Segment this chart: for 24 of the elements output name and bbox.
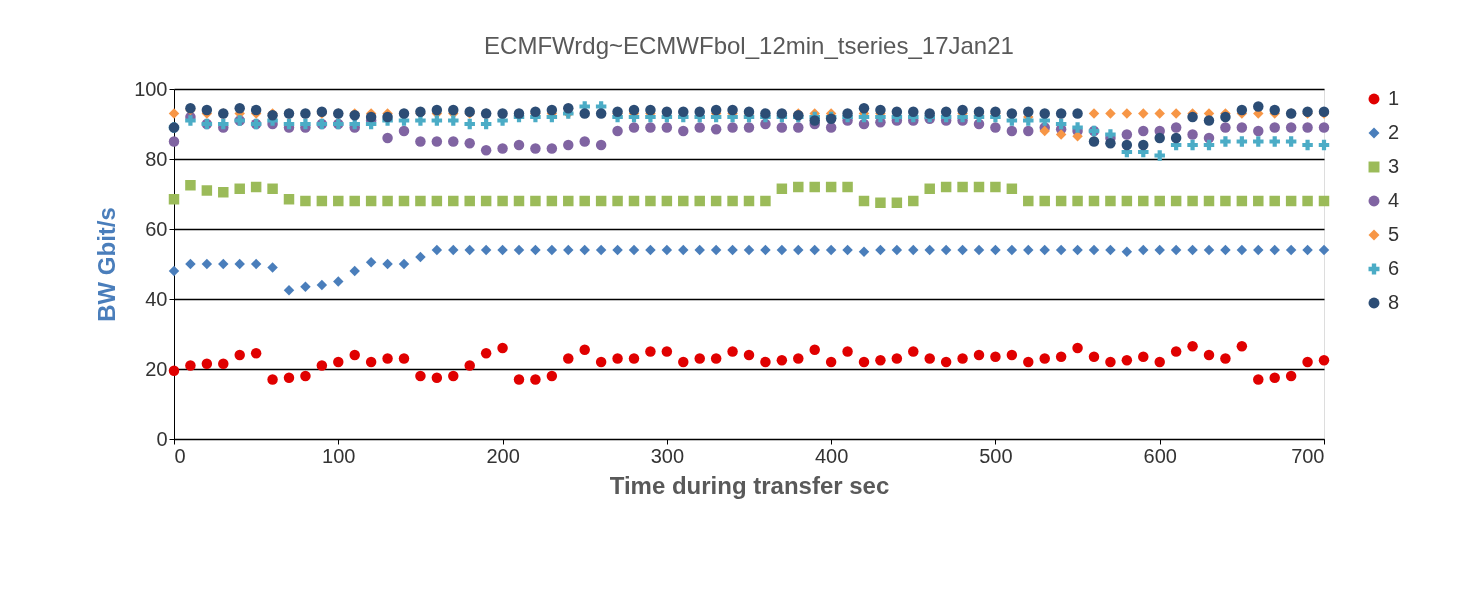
x-tick-label: 500 [979, 444, 1013, 467]
y-tick-label: 0 [156, 427, 168, 450]
x-tick-label: 200 [486, 444, 520, 467]
y-tick-label: 60 [145, 217, 168, 240]
x-axis-title: Time during transfer sec [609, 471, 890, 499]
y-axis-title: BW Gbit/s [93, 207, 121, 322]
x-tick-label: 300 [650, 444, 685, 467]
legend-label: 4 [1388, 189, 1400, 211]
x-tick-label: 100 [322, 444, 356, 467]
legend-label: 6 [1388, 257, 1400, 279]
legend-label: 2 [1388, 121, 1400, 143]
legend-label: 5 [1388, 223, 1400, 245]
y-tick-label: 80 [145, 147, 168, 170]
y-tick-label: 20 [145, 357, 168, 380]
legend-label: 8 [1388, 291, 1400, 313]
x-tick-label: 700 [1291, 444, 1325, 467]
chart-title: ECMFWrdg~ECMWFbol_12min_tseries_17Jan21 [484, 32, 1014, 59]
x-tick-label: 400 [814, 444, 849, 467]
x-tick-label: 0 [174, 444, 186, 467]
legend-label: 3 [1388, 155, 1400, 177]
x-tick-label: 600 [1143, 444, 1177, 467]
legend-label: 1 [1388, 87, 1400, 109]
y-tick-label: 100 [134, 77, 168, 100]
y-tick-label: 40 [145, 287, 168, 310]
